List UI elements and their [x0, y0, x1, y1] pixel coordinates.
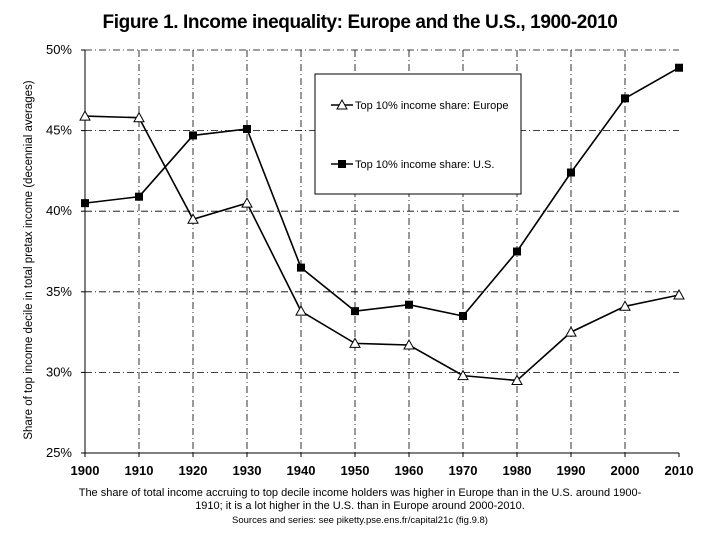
x-tick-label: 1930: [233, 463, 262, 478]
point-us-1960: [405, 300, 413, 309]
legend-marker-us: [338, 160, 346, 168]
x-tick-label: 1940: [287, 463, 316, 478]
caption-line-1: The share of total income accruing to to…: [78, 487, 642, 499]
point-us-1900: [81, 199, 89, 208]
x-tick-label: 1910: [125, 463, 154, 478]
point-europe-1950: [349, 337, 361, 348]
y-tick-label: 25%: [46, 445, 72, 460]
x-tick-label: 1960: [395, 463, 424, 478]
point-us-2010: [675, 63, 683, 72]
point-us-1950: [351, 307, 359, 316]
caption-line-2: 1910; it is a lot higher in the U.S. tha…: [195, 500, 525, 512]
legend-label-us: Top 10% income share: U.S.: [355, 159, 494, 171]
point-us-1920: [189, 131, 197, 140]
x-tick-label: 1980: [503, 463, 532, 478]
x-tick-label: 1990: [557, 463, 586, 478]
series-line-europe: [84, 115, 680, 382]
point-europe-1970: [457, 369, 469, 381]
point-europe-1930: [241, 197, 253, 208]
x-tick-label: 1970: [449, 463, 478, 478]
point-europe-1920: [187, 213, 199, 224]
y-tick-label: 35%: [46, 284, 72, 299]
chart-title: Figure 1. Income inequality: Europe and …: [102, 12, 618, 33]
y-tick-label: 45%: [46, 123, 72, 138]
x-tick-label: 1950: [341, 463, 370, 478]
point-us-1940: [297, 263, 305, 272]
point-us-1930: [243, 124, 251, 133]
legend-label-europe: Top 10% income share: Europe: [355, 100, 508, 112]
point-us-1910: [135, 192, 143, 201]
point-europe-1980: [511, 374, 523, 385]
x-tick-label: 2010: [665, 463, 694, 478]
y-tick-label: 40%: [46, 203, 72, 218]
point-europe-1900: [79, 110, 91, 121]
y-tick-label: 30%: [46, 364, 72, 379]
x-tick-label: 1900: [71, 463, 100, 478]
point-europe-1960: [403, 338, 415, 350]
point-us-2000: [621, 94, 629, 103]
y-tick-label: 50%: [46, 42, 72, 57]
point-europe-1910: [133, 111, 145, 123]
caption-sources: Sources and series: see piketty.pse.ens.…: [232, 515, 488, 526]
x-tick-label: 1920: [179, 463, 208, 478]
point-europe-2000: [619, 300, 631, 311]
point-us-1980: [513, 247, 521, 256]
x-tick-label: 2000: [611, 463, 640, 478]
point-us-1970: [459, 311, 467, 320]
series-line-us: [84, 67, 680, 317]
point-europe-1990: [565, 326, 577, 337]
point-us-1990: [567, 168, 575, 177]
legend-marker-europe: [336, 98, 348, 110]
legend-box: [314, 73, 522, 195]
point-europe-2010: [673, 288, 685, 300]
point-europe-1940: [295, 305, 307, 316]
